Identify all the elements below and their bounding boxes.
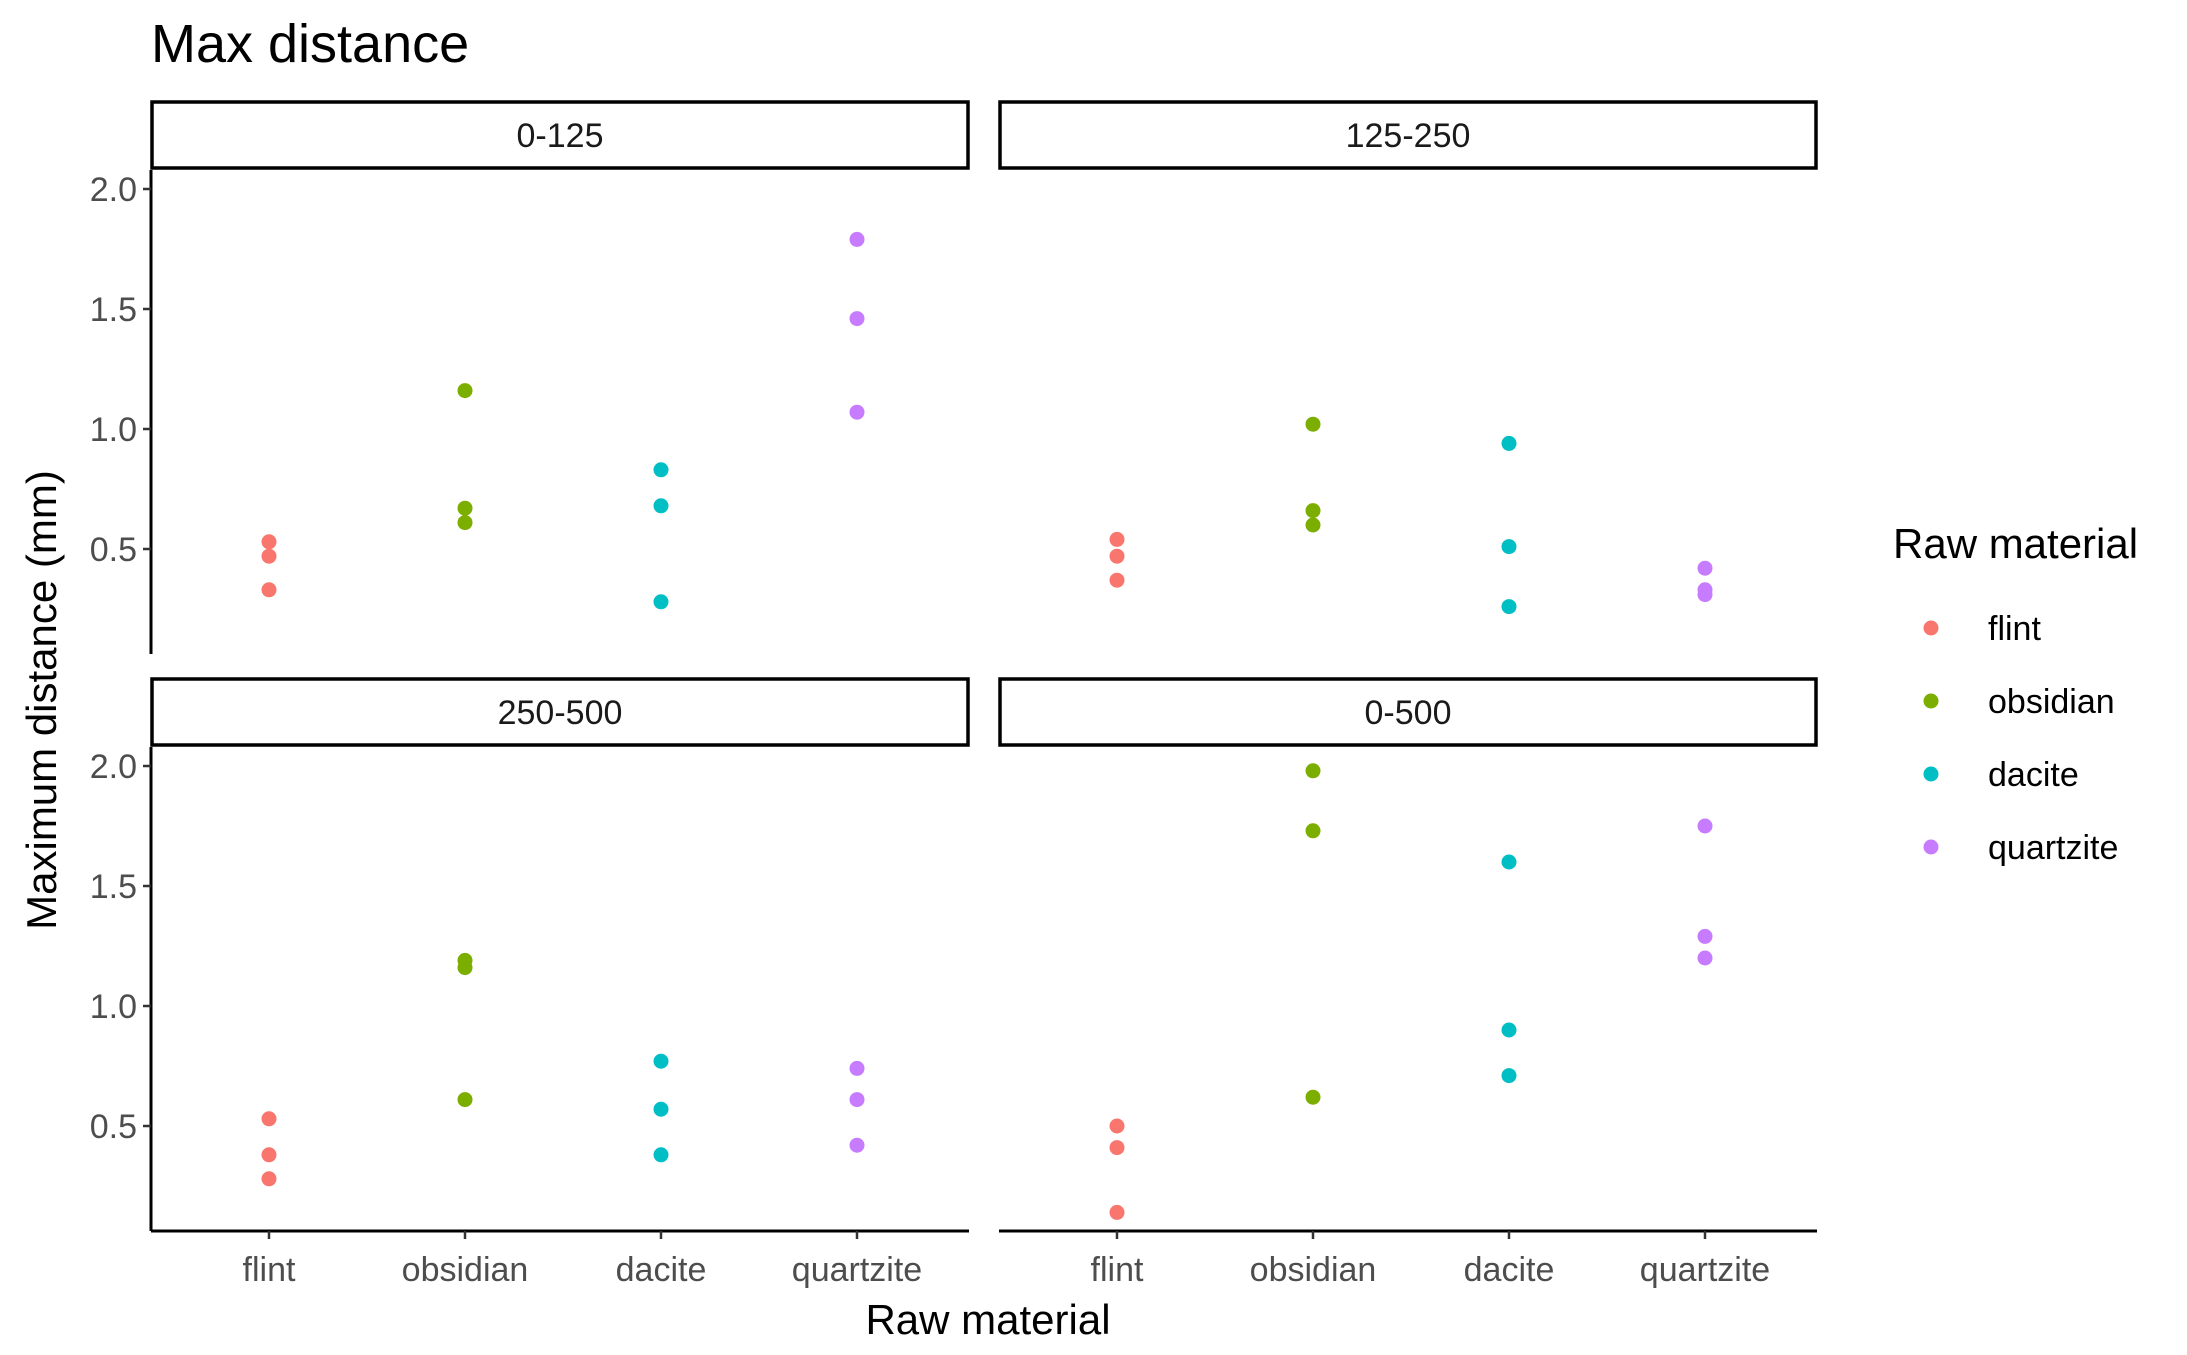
data-point-dacite (1501, 854, 1517, 870)
facet-strip (150, 677, 970, 747)
data-point-obsidian (457, 1092, 473, 1108)
data-point-flint (1109, 1204, 1125, 1220)
legend-key-dacite (1923, 766, 1939, 782)
y-tick-label: 1.0 (90, 988, 137, 1026)
facet-strip (998, 677, 1818, 747)
legend-title: Raw material (1893, 520, 2138, 567)
y-tick-label: 1.5 (90, 291, 137, 329)
data-point-flint (1109, 572, 1125, 588)
y-tick-label: 1.5 (90, 868, 137, 906)
y-tick-label: 2.0 (90, 748, 137, 786)
data-point-dacite (653, 1147, 669, 1163)
facet-strip-label: 250-500 (498, 694, 623, 732)
data-point-flint (261, 1171, 277, 1187)
data-point-quartzite (1697, 560, 1713, 576)
x-tick-label: quartzite (792, 1251, 922, 1289)
data-point-flint (261, 1111, 277, 1127)
data-point-obsidian (457, 960, 473, 976)
facet-strip (998, 100, 1818, 170)
y-tick-label: 1.0 (90, 411, 137, 449)
data-point-obsidian (1305, 823, 1321, 839)
data-point-dacite (1501, 599, 1517, 615)
data-point-quartzite (1697, 928, 1713, 944)
data-point-obsidian (1305, 1089, 1321, 1105)
facet-panel: 250-500 0.5 1.0 1.5 2.0 flint obsidian dacite qu… (90, 677, 970, 1289)
x-tick-label: obsidian (402, 1251, 529, 1289)
y-tick-label: 0.5 (90, 531, 137, 569)
data-point-flint (261, 534, 277, 550)
data-point-flint (261, 582, 277, 598)
data-point-dacite (1501, 539, 1517, 555)
data-point-quartzite (1697, 950, 1713, 966)
data-point-flint (1109, 1140, 1125, 1156)
x-tick-label: dacite (616, 1251, 707, 1289)
data-point-dacite (653, 462, 669, 478)
x-tick-label: obsidian (1250, 1251, 1377, 1289)
data-point-obsidian (1305, 503, 1321, 519)
y-tick-label: 2.0 (90, 171, 137, 209)
data-point-dacite (1501, 1068, 1517, 1084)
data-point-obsidian (1305, 517, 1321, 533)
facet-strip-label: 0-125 (517, 117, 604, 155)
data-point-quartzite (1697, 818, 1713, 834)
data-point-quartzite (849, 231, 865, 247)
legend-label-flint: flint (1988, 610, 2041, 648)
data-point-quartzite (1697, 587, 1713, 603)
facet-panel: 0-125 0.5 1.0 1.5 2.0 (90, 100, 970, 654)
data-point-quartzite (849, 1092, 865, 1108)
facet-panel: 125-250 (998, 100, 1818, 615)
data-point-quartzite (849, 404, 865, 420)
facet-panels: 0-125 0.5 1.0 1.5 2.0 125-250 250-500 0.5 1.0 1.5… (90, 100, 1818, 1289)
data-point-dacite (653, 594, 669, 610)
legend-label-quartzite: quartzite (1988, 829, 2118, 867)
facet-strip-label: 0-500 (1365, 694, 1452, 732)
data-point-dacite (653, 498, 669, 514)
data-point-flint (261, 548, 277, 564)
y-tick-label: 0.5 (90, 1108, 137, 1146)
data-point-obsidian (457, 500, 473, 516)
data-point-obsidian (1305, 416, 1321, 432)
x-tick-label: quartzite (1640, 1251, 1770, 1289)
x-axis-title: Raw material (865, 1296, 1110, 1343)
legend-key-obsidian (1923, 693, 1939, 709)
data-point-dacite (1501, 435, 1517, 451)
data-point-dacite (653, 1101, 669, 1117)
facet-panel: 0-500 flint obsidian dacite quartzite (998, 677, 1818, 1289)
facet-strip-label: 125-250 (1346, 117, 1471, 155)
data-point-flint (1109, 1118, 1125, 1134)
data-point-flint (1109, 548, 1125, 564)
legend-label-obsidian: obsidian (1988, 683, 2115, 721)
facet-strip (150, 100, 970, 170)
legend-key-flint (1923, 620, 1939, 636)
data-point-dacite (653, 1053, 669, 1069)
data-point-dacite (1501, 1022, 1517, 1038)
x-tick-label: flint (243, 1251, 296, 1289)
chart-title: Max distance (151, 14, 469, 74)
data-point-flint (1109, 531, 1125, 547)
data-point-obsidian (457, 515, 473, 531)
legend: Raw material flint obsidian dacite quartzit… (1893, 520, 2138, 867)
data-point-quartzite (849, 311, 865, 327)
legend-label-dacite: dacite (1988, 756, 2079, 794)
x-tick-label: dacite (1464, 1251, 1555, 1289)
data-point-quartzite (849, 1060, 865, 1076)
y-axis-title: Maximum distance (mm) (18, 470, 65, 930)
x-tick-label: flint (1091, 1251, 1144, 1289)
data-point-quartzite (849, 1137, 865, 1153)
data-point-flint (261, 1147, 277, 1163)
data-point-obsidian (457, 383, 473, 399)
data-point-obsidian (1305, 763, 1321, 779)
legend-key-quartzite (1923, 839, 1939, 855)
